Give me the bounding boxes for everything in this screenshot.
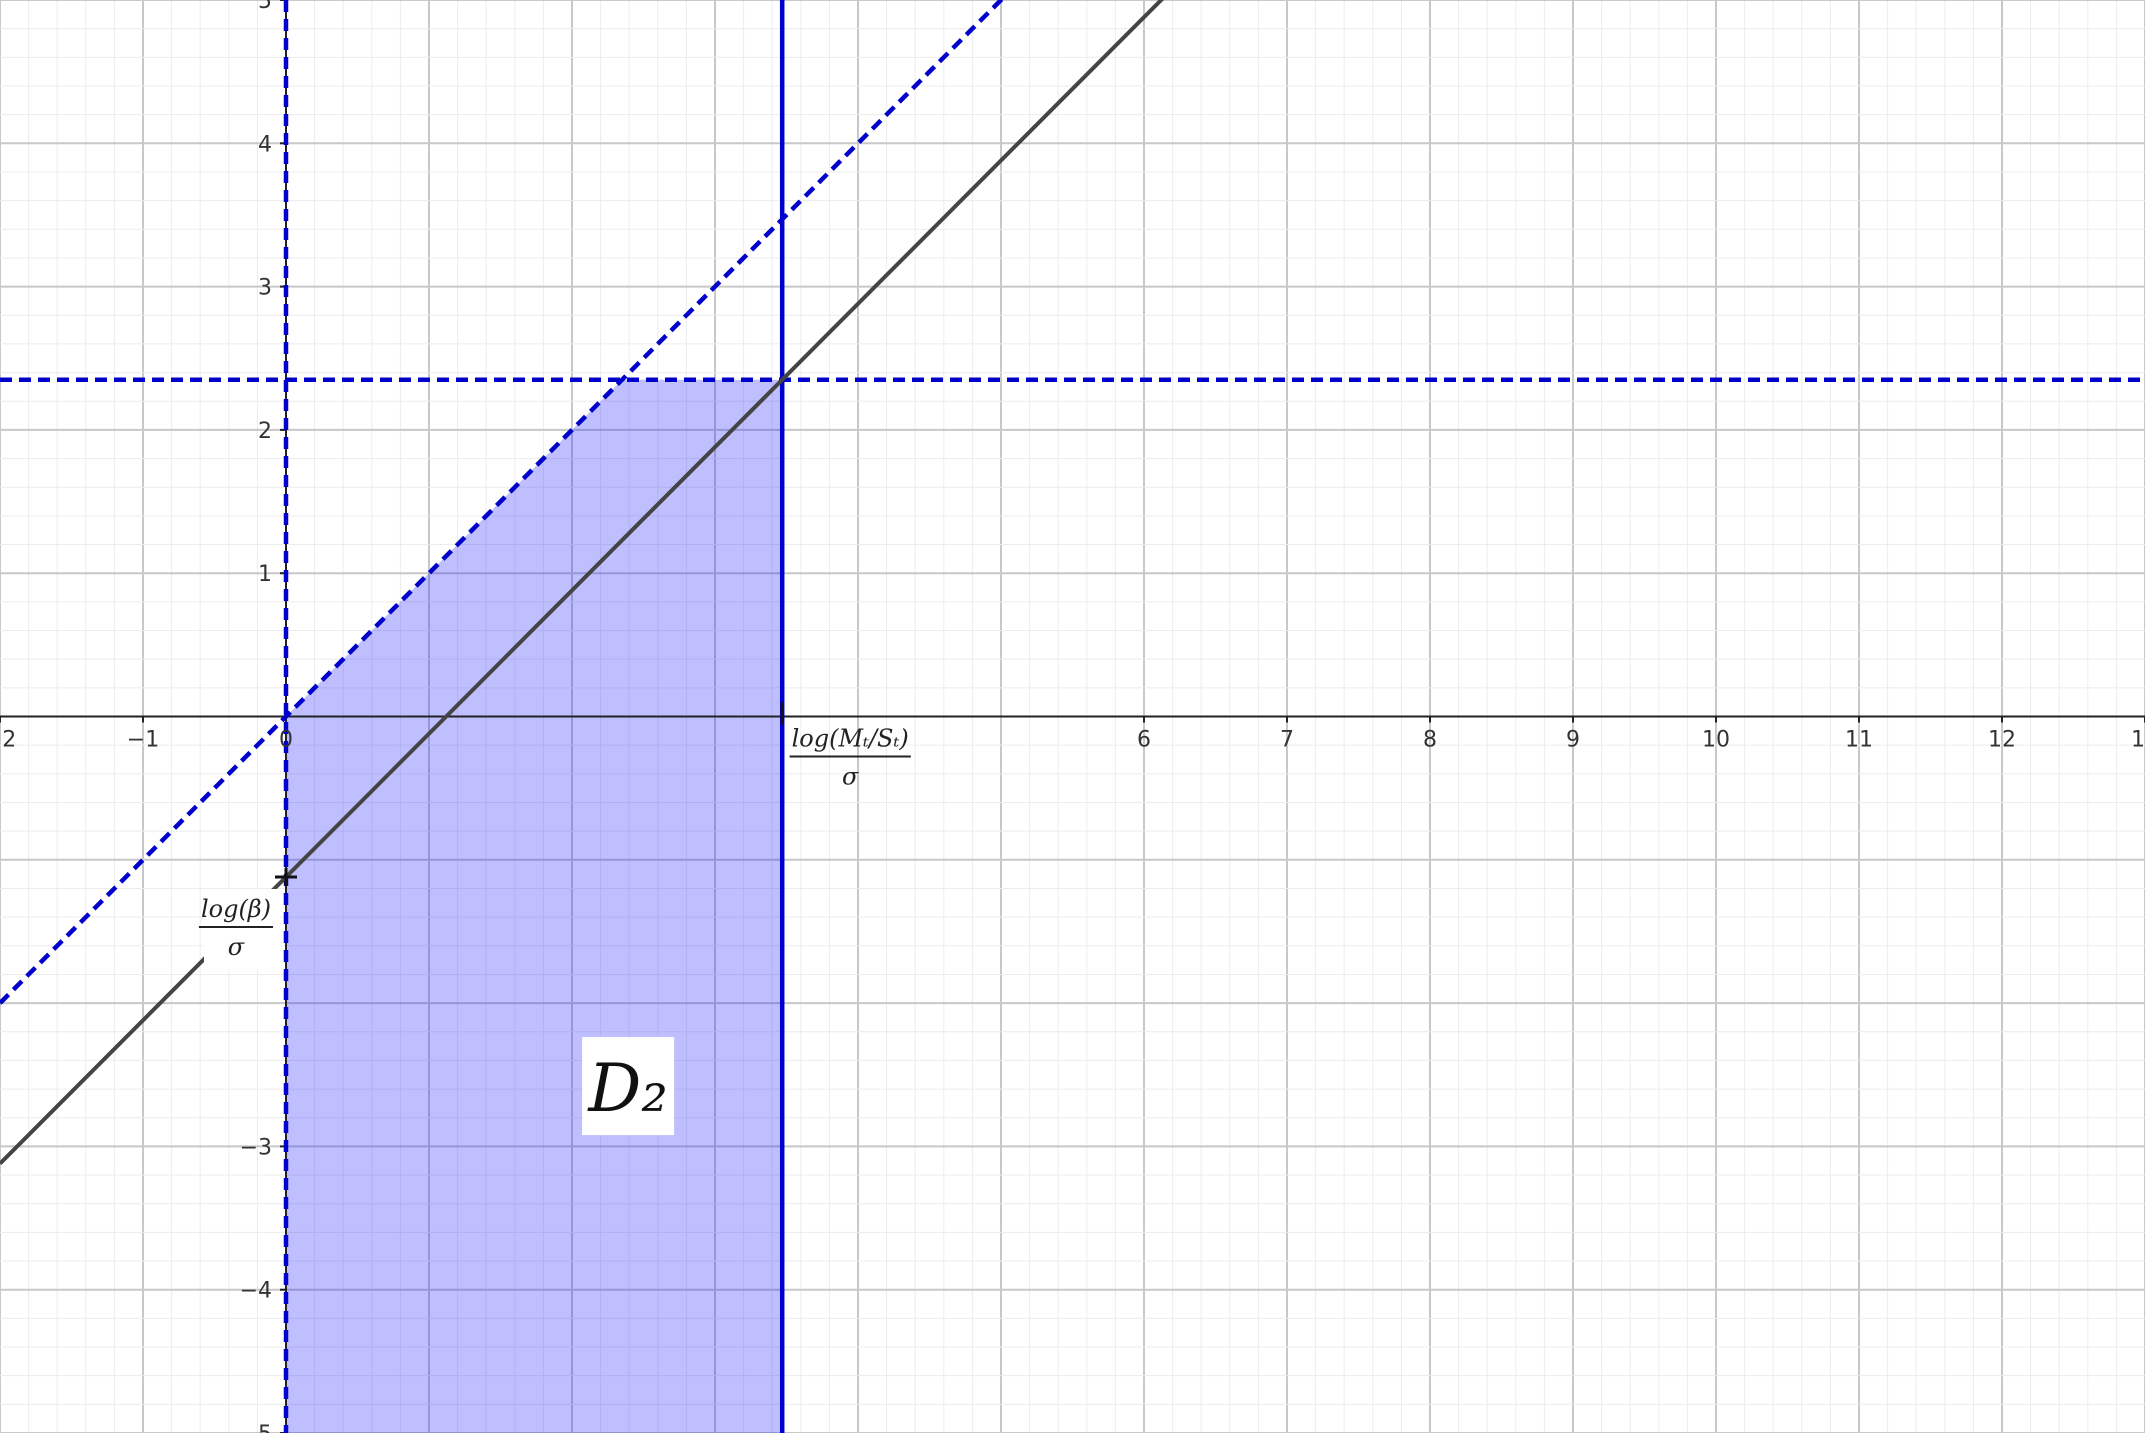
- fraction-numerator: log(β): [201, 895, 271, 923]
- fraction-numerator: log(Mₜ/Sₜ): [792, 725, 909, 753]
- fraction-denominator: σ: [842, 763, 859, 791]
- y-tick-label: −5: [240, 1422, 272, 1433]
- sloped-line: [0, 0, 1164, 1166]
- fraction-label: log(β) σ: [198, 895, 274, 961]
- y-tick-label: −4: [240, 1279, 272, 1304]
- region-label: D₂: [587, 1050, 667, 1127]
- x-tick-label: 8: [1423, 728, 1437, 753]
- x-tick-label: 0: [279, 728, 293, 753]
- fraction-label: log(Mₜ/Sₜ) σ: [789, 725, 911, 791]
- region-layer: [286, 379, 783, 1433]
- label-background: [582, 1037, 675, 1136]
- point-marker: [275, 867, 297, 886]
- y-tick-label: 4: [258, 132, 272, 157]
- y-tick-label: 1: [258, 562, 272, 587]
- x-tick-label: −1: [127, 728, 159, 753]
- y-tick-label: −3: [240, 1135, 272, 1160]
- x-tick-label: 7: [1280, 728, 1294, 753]
- shaded-region: [286, 379, 783, 1433]
- x-tick-label: 11: [1845, 728, 1873, 753]
- y-tick-label: 5: [258, 0, 272, 14]
- x-tick-label: 13: [2131, 728, 2145, 753]
- x-tick-label: −2: [0, 728, 16, 753]
- x-tick-label: 6: [1137, 728, 1151, 753]
- label-background: [204, 888, 280, 969]
- y-tick-label: 2: [258, 419, 272, 444]
- y-tick-label: 3: [258, 276, 272, 301]
- fraction-denominator: σ: [228, 933, 245, 961]
- x-tick-label: 10: [1702, 728, 1730, 753]
- x-tick-label: 12: [1988, 728, 2016, 753]
- x-tick-label: 9: [1566, 728, 1580, 753]
